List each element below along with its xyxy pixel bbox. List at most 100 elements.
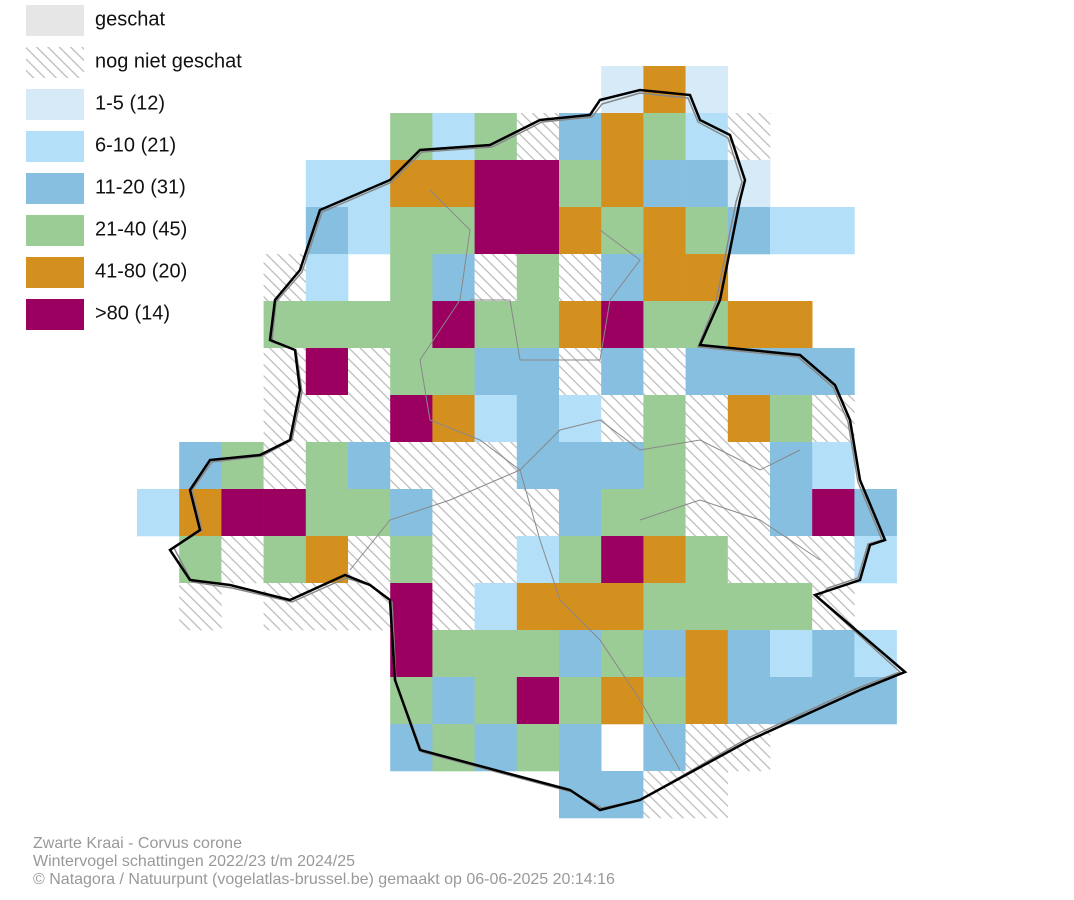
footer: Zwarte Kraai - Corvus coroneWintervogel … bbox=[33, 835, 615, 888]
grid-cell bbox=[812, 630, 855, 678]
grid-cell bbox=[770, 536, 813, 584]
grid-cell bbox=[601, 395, 644, 443]
grid-cell bbox=[390, 301, 433, 349]
region-outline bbox=[173, 92, 902, 809]
grid-cell bbox=[474, 254, 518, 302]
grid-cell bbox=[474, 395, 518, 443]
grid-cell bbox=[559, 583, 602, 631]
grid-cell bbox=[516, 583, 560, 631]
grid-cell bbox=[643, 583, 686, 631]
grid-cell bbox=[601, 113, 644, 161]
grid-cell bbox=[559, 442, 602, 490]
grid-cell bbox=[516, 254, 560, 302]
grid-cell bbox=[348, 395, 391, 443]
grid-cell bbox=[685, 113, 729, 161]
grid-cell bbox=[601, 160, 644, 208]
grid-cell bbox=[474, 724, 518, 772]
grid-cell bbox=[643, 301, 686, 349]
grid-cell bbox=[305, 160, 349, 208]
footer-line: © Natagora / Natuurpunt (vogelatlas-brus… bbox=[33, 871, 615, 888]
grid-cell bbox=[348, 583, 391, 631]
grid-cell bbox=[516, 677, 560, 725]
grid-cell bbox=[263, 536, 307, 584]
grid-cell bbox=[263, 254, 307, 302]
grid-cell bbox=[516, 301, 560, 349]
grid-cell bbox=[432, 536, 475, 584]
grid-cell bbox=[854, 489, 897, 537]
grid-cell bbox=[348, 348, 391, 396]
grid-cell bbox=[770, 207, 813, 255]
grid-cell bbox=[516, 348, 560, 396]
grid-cell bbox=[601, 583, 644, 631]
grid-cell bbox=[727, 395, 771, 443]
grid-cell bbox=[474, 348, 518, 396]
grid-cell bbox=[390, 395, 433, 443]
legend-label: nog niet geschat bbox=[95, 50, 242, 72]
grid-cell bbox=[221, 489, 264, 537]
grid-cell bbox=[305, 489, 349, 537]
grid-cell bbox=[559, 489, 602, 537]
grid-cell bbox=[559, 348, 602, 396]
grid-cell bbox=[685, 677, 729, 725]
grid-cell bbox=[348, 301, 391, 349]
legend-swatch bbox=[26, 131, 84, 162]
grid-cell bbox=[390, 160, 433, 208]
legend-swatch bbox=[26, 299, 84, 330]
grid-cell bbox=[727, 301, 771, 349]
grid-cell bbox=[643, 66, 686, 114]
grid-cell bbox=[685, 442, 729, 490]
grid-cell bbox=[685, 348, 729, 396]
grid-cell bbox=[432, 630, 475, 678]
grid-cell bbox=[305, 254, 349, 302]
grid-cell bbox=[559, 113, 602, 161]
grid-cell bbox=[432, 301, 475, 349]
grid-cell bbox=[685, 630, 729, 678]
grid-cell bbox=[601, 348, 644, 396]
grid-cell bbox=[432, 677, 475, 725]
legend-swatch bbox=[26, 47, 84, 78]
grid-cell bbox=[432, 395, 475, 443]
grid-cells bbox=[137, 66, 897, 819]
grid-cell bbox=[348, 489, 391, 537]
grid-cell bbox=[432, 442, 475, 490]
legend: geschat nog niet geschat 1-5 (12) 6-10 (21)… bbox=[26, 5, 242, 330]
grid-cell bbox=[685, 583, 729, 631]
legend-label: 21-40 (45) bbox=[95, 218, 187, 240]
grid-cell bbox=[643, 724, 686, 772]
legend-label: 1-5 (12) bbox=[95, 92, 165, 114]
grid-cell bbox=[685, 160, 729, 208]
grid-cell bbox=[643, 489, 686, 537]
grid-cell bbox=[685, 771, 729, 819]
grid-cell bbox=[643, 677, 686, 725]
grid-cell bbox=[770, 630, 813, 678]
grid-cell bbox=[812, 442, 855, 490]
grid-cell bbox=[390, 536, 433, 584]
legend-label: 41-80 (20) bbox=[95, 260, 187, 282]
grid-cell bbox=[390, 254, 433, 302]
grid-cell bbox=[516, 160, 560, 208]
grid-cell bbox=[685, 207, 729, 255]
grid-cell bbox=[432, 489, 475, 537]
grid-cell bbox=[348, 207, 391, 255]
legend-swatch bbox=[26, 215, 84, 246]
grid-cell bbox=[305, 348, 349, 396]
municipality-borders bbox=[349, 189, 821, 771]
grid-cell bbox=[348, 442, 391, 490]
grid-cell bbox=[770, 301, 813, 349]
grid-cell bbox=[770, 442, 813, 490]
grid-cell bbox=[432, 254, 475, 302]
grid-cell bbox=[263, 489, 307, 537]
grid-cell bbox=[770, 583, 813, 631]
legend-label: >80 (14) bbox=[95, 302, 170, 324]
grid-cell bbox=[559, 771, 602, 819]
grid-cell bbox=[474, 489, 518, 537]
grid-cell bbox=[516, 536, 560, 584]
grid-cell bbox=[770, 677, 813, 725]
grid-cell bbox=[516, 207, 560, 255]
grid-cell bbox=[474, 160, 518, 208]
grid-cell bbox=[474, 113, 518, 161]
grid-cell bbox=[348, 536, 391, 584]
grid-cell bbox=[305, 301, 349, 349]
grid-cell bbox=[390, 583, 433, 631]
